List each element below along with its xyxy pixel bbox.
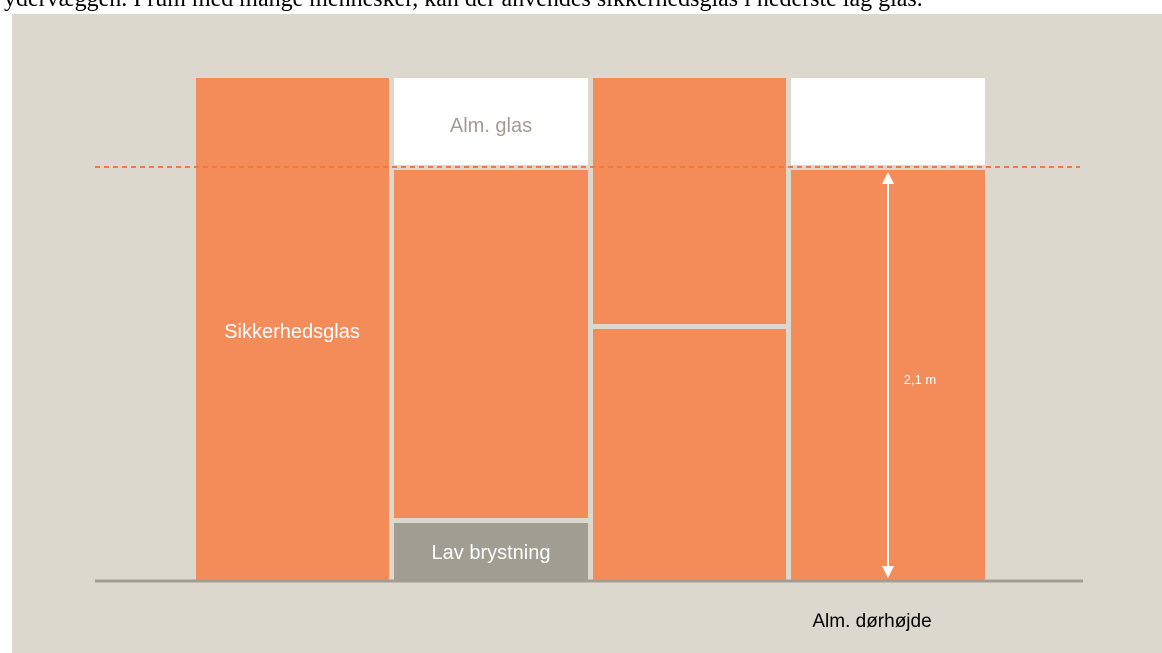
label: Alm. glas bbox=[450, 115, 532, 137]
label: Lav brystning bbox=[432, 542, 551, 564]
glass-pane bbox=[593, 78, 786, 324]
glass-pane bbox=[394, 78, 588, 165]
glass-pane bbox=[593, 329, 786, 580]
label: Alm. dørhøjde bbox=[812, 611, 931, 632]
label: 2,1 m bbox=[904, 372, 937, 387]
glass-pane bbox=[196, 78, 389, 580]
glass-pane bbox=[394, 170, 588, 518]
label: Sikkerhedsglas bbox=[224, 321, 360, 343]
parapet bbox=[394, 523, 588, 580]
caption: ydervæggen. I rum med mange mennesker, k… bbox=[4, 0, 923, 12]
glass-pane bbox=[791, 78, 985, 165]
